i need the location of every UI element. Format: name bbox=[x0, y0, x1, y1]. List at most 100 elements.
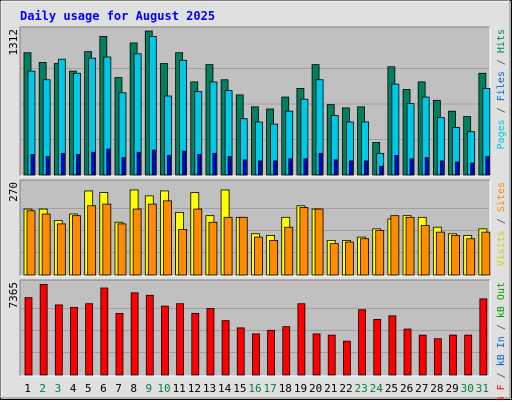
bar-sites-day-15 bbox=[238, 216, 248, 276]
x-tick-label-day-19: 19 bbox=[294, 382, 307, 395]
bar-sites-day-28 bbox=[435, 231, 445, 276]
bar-pages-day-21 bbox=[333, 159, 338, 176]
bar-sites-day-25 bbox=[390, 215, 400, 276]
bar-sites-day-7 bbox=[117, 223, 127, 276]
bar-kb-f-day-5 bbox=[85, 303, 94, 376]
legend-entry: kB Out bbox=[496, 282, 507, 318]
bar-pages-day-25 bbox=[394, 155, 399, 176]
x-tick-label-day-10: 10 bbox=[157, 382, 170, 395]
bar-kb-f-day-4 bbox=[70, 306, 78, 376]
bar-pages-day-9 bbox=[151, 149, 156, 176]
bar-pages-day-18 bbox=[288, 158, 293, 176]
bar-sites-day-4 bbox=[72, 215, 81, 276]
panel-max-label: 7365 bbox=[7, 282, 20, 309]
bar-sites-day-12 bbox=[193, 208, 203, 276]
panel-max-label: 1312 bbox=[7, 29, 20, 56]
bar-sites-day-6 bbox=[102, 203, 112, 276]
legend-entry: / bbox=[496, 318, 507, 336]
bar-kb-f-day-12 bbox=[191, 312, 200, 376]
x-tick-label-day-18: 18 bbox=[279, 382, 292, 395]
panel-bottom: 7365 kB F / kB In / kB Out bbox=[7, 279, 507, 405]
bar-kb-f-day-18 bbox=[282, 326, 291, 376]
bar-sites-day-31 bbox=[481, 231, 491, 276]
bar-kb-f-day-16 bbox=[252, 333, 260, 376]
bar-sites-day-30 bbox=[466, 238, 476, 276]
bar-pages-day-1 bbox=[30, 154, 35, 176]
bar-pages-day-14 bbox=[227, 156, 232, 176]
bar-sites-day-24 bbox=[375, 230, 385, 276]
bar-kb-f-day-14 bbox=[221, 320, 230, 376]
bar-pages-day-7 bbox=[121, 157, 126, 176]
legend-entry: / bbox=[496, 212, 507, 230]
bar-kb-f-day-10 bbox=[161, 305, 169, 376]
series-legend: Visits / Sites bbox=[496, 182, 507, 266]
bar-sites-day-13 bbox=[208, 221, 218, 276]
bar-sites-day-22 bbox=[344, 241, 354, 276]
x-tick-label-day-20: 20 bbox=[309, 382, 322, 395]
x-tick-label-day-30: 30 bbox=[461, 382, 474, 395]
bar-pages-day-19 bbox=[303, 158, 308, 176]
bar-sites-day-20 bbox=[314, 208, 324, 276]
bar-pages-day-6 bbox=[106, 148, 111, 176]
panel-max-label: 270 bbox=[7, 182, 20, 202]
bar-kb-f-day-6 bbox=[100, 287, 109, 376]
x-tick-label-day-13: 13 bbox=[203, 382, 216, 395]
x-tick-label-day-9: 9 bbox=[146, 382, 153, 395]
bar-pages-day-23 bbox=[364, 160, 368, 176]
x-tick-label-day-7: 7 bbox=[115, 382, 122, 395]
bar-pages-day-3 bbox=[60, 152, 65, 176]
x-tick-label-day-2: 2 bbox=[39, 382, 46, 395]
panel-side-labels: Visits / Sites bbox=[496, 182, 507, 266]
legend-entry: Sites bbox=[496, 182, 507, 212]
panel-side-labels: kB F / kB In / kB Out bbox=[496, 282, 507, 405]
legend-entry: Pages bbox=[496, 119, 507, 149]
bar-kb-f-day-15 bbox=[236, 327, 245, 376]
bar-kb-f-day-19 bbox=[297, 303, 306, 376]
bar-kb-f-day-9 bbox=[145, 294, 154, 376]
bar-pages-day-2 bbox=[45, 156, 50, 176]
bar-sites-day-3 bbox=[56, 223, 66, 276]
x-tick-label-day-24: 24 bbox=[370, 382, 384, 395]
bar-kb-f-day-11 bbox=[176, 303, 185, 376]
bar-sites-day-16 bbox=[254, 236, 263, 276]
x-tick-label-day-8: 8 bbox=[130, 382, 137, 395]
bar-kb-f-day-22 bbox=[342, 340, 351, 376]
bar-kb-f-day-23 bbox=[358, 309, 366, 376]
bar-kb-f-day-24 bbox=[373, 319, 382, 376]
bar-sites-day-21 bbox=[329, 243, 339, 276]
bar-pages-day-15 bbox=[242, 159, 247, 176]
x-tick-label-day-28: 28 bbox=[430, 382, 443, 395]
legend-entry: kB F bbox=[496, 384, 507, 400]
bar-sites-day-2 bbox=[41, 213, 51, 276]
bar-pages-day-5 bbox=[91, 151, 96, 176]
bar-sites-day-5 bbox=[87, 205, 97, 276]
bar-sites-day-9 bbox=[147, 203, 157, 276]
bar-sites-day-26 bbox=[405, 216, 415, 276]
bar-kb-f-day-29 bbox=[449, 334, 457, 376]
x-tick-label-day-3: 3 bbox=[55, 382, 62, 395]
bar-pages-day-28 bbox=[439, 160, 444, 176]
bar-pages-day-22 bbox=[348, 160, 353, 176]
bar-pages-day-30 bbox=[470, 162, 475, 176]
bar-kb-f-day-8 bbox=[130, 292, 139, 376]
x-tick-label-day-17: 17 bbox=[264, 382, 277, 395]
bar-pages-day-16 bbox=[258, 160, 262, 176]
x-tick-label-day-6: 6 bbox=[100, 382, 107, 395]
bar-sites-day-17 bbox=[269, 239, 278, 276]
legend-entry: / bbox=[496, 366, 507, 384]
bar-pages-day-11 bbox=[182, 150, 187, 176]
x-tick-label-day-11: 11 bbox=[173, 382, 186, 395]
bar-sites-day-29 bbox=[451, 235, 460, 276]
bar-kb-f-day-21 bbox=[327, 334, 336, 376]
bar-kb-f-day-2 bbox=[39, 283, 48, 376]
bar-kb-f-day-26 bbox=[403, 328, 412, 376]
bar-kb-f-day-7 bbox=[115, 312, 124, 376]
bar-pages-day-17 bbox=[273, 160, 277, 176]
bar-sites-day-14 bbox=[223, 216, 233, 276]
bar-kb-f-day-31 bbox=[479, 298, 488, 376]
panel-middle: 270 Visits / Sites bbox=[7, 179, 507, 277]
bar-pages-day-12 bbox=[197, 154, 202, 176]
